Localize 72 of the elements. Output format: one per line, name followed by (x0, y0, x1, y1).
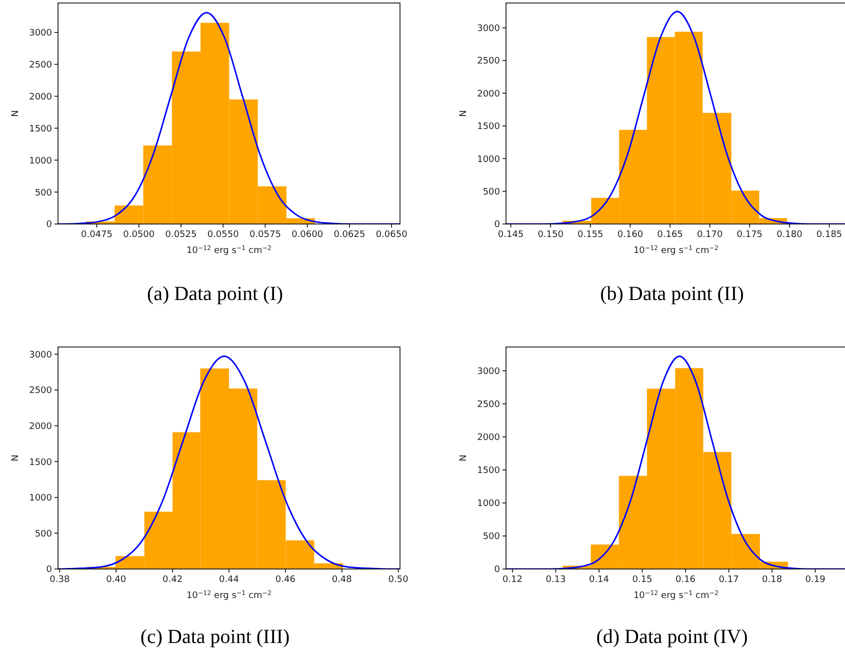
y-tick-label: 1000 (477, 154, 500, 165)
y-tick-label: 0 (494, 220, 500, 230)
y-tick-label: 0 (494, 565, 500, 576)
x-tick-label: 0.38 (50, 575, 70, 585)
x-tick-label: 0.0650 (376, 230, 408, 240)
x-axis-title: 10$^{−12}$ erg s$^{−1}$ cm$^{−2}$ (633, 244, 719, 256)
x-tick-label: 0.15 (632, 575, 652, 585)
x-tick-label: 0.160 (617, 230, 644, 240)
y-tick-label: 3000 (477, 366, 500, 377)
x-tick-label: 0.0625 (334, 230, 366, 240)
y-tick-label: 2000 (29, 92, 52, 102)
x-tick-label: 0.16 (675, 575, 696, 585)
y-tick-label: 0 (46, 220, 52, 230)
x-tick-label: 0.14 (588, 575, 610, 585)
y-tick-label: 2000 (477, 433, 500, 444)
y-axis-title: N (11, 110, 21, 117)
x-tick-label: 0.0600 (292, 230, 324, 240)
y-tick-label: 3000 (29, 350, 52, 360)
x-tick-label: 0.150 (538, 230, 564, 240)
y-tick-label: 2000 (477, 89, 500, 100)
x-tick-label: 0.19 (805, 575, 826, 585)
x-tick-label: 0.48 (332, 575, 352, 585)
x-axis-title: 10$^{−12}$ erg s$^{−1}$ cm$^{−2}$ (186, 590, 272, 601)
x-tick-label: 0.185 (816, 230, 842, 240)
y-tick-label: 1500 (477, 466, 500, 476)
y-tick-label: 2000 (29, 422, 52, 432)
y-tick-label: 1500 (29, 124, 52, 134)
x-tick-label: 0.50 (388, 575, 409, 585)
x-tick-label: 0.170 (696, 230, 723, 240)
y-tick-label: 2500 (29, 386, 52, 396)
text: (b) Data point (II) (600, 283, 744, 305)
y-tick-label: 500 (482, 188, 500, 198)
y-axis-title: N (11, 454, 21, 462)
y-tick-label: 2500 (477, 56, 500, 67)
x-tick-label: 0.17 (718, 575, 739, 585)
y-tick-label: 1000 (29, 156, 52, 166)
x-tick-label: 0.46 (275, 575, 296, 585)
y-axis-title: N (459, 110, 469, 117)
x-axis-title: 10$^{−12}$ erg s$^{−1}$ cm$^{−2}$ (633, 590, 719, 601)
x-tick-label: 0.40 (106, 575, 126, 585)
x-tick-label: 0.44 (218, 575, 240, 585)
x-tick-label: 0.13 (546, 575, 566, 585)
x-tick-label: 0.165 (657, 230, 683, 240)
text: (c) Data point (III) (140, 626, 290, 648)
text: (a) Data point (I) (146, 283, 284, 305)
y-tick-label: 500 (482, 532, 500, 542)
x-tick-label: 0.0475 (81, 230, 112, 240)
x-tick-label: 0.18 (762, 575, 782, 585)
x-tick-label: 0.12 (502, 575, 523, 585)
y-tick-label: 500 (34, 529, 52, 540)
x-tick-label: 0.0550 (207, 230, 240, 240)
text: (d) Data point (IV) (596, 626, 748, 648)
y-axis-title: N (459, 454, 469, 462)
y-tick-label: 1500 (29, 458, 52, 468)
x-tick-label: 0.0500 (123, 230, 155, 240)
y-tick-label: 1000 (29, 494, 52, 504)
x-axis-title: 10$^{−12}$ erg s$^{−1}$ cm$^{−2}$ (186, 244, 272, 256)
x-tick-label: 0.145 (498, 230, 524, 240)
x-tick-label: 0.155 (578, 230, 604, 240)
x-tick-label: 0.175 (736, 230, 763, 240)
x-tick-label: 0.0575 (249, 230, 281, 240)
x-tick-label: 0.0525 (165, 230, 197, 240)
y-tick-label: 0 (46, 565, 52, 576)
y-tick-label: 1500 (477, 122, 500, 132)
y-tick-label: 2500 (477, 400, 500, 410)
y-tick-label: 1000 (477, 499, 500, 510)
y-tick-label: 3000 (477, 24, 500, 34)
x-tick-label: 0.42 (162, 575, 183, 585)
x-tick-label: 0.180 (776, 230, 803, 240)
y-tick-label: 3000 (29, 28, 52, 39)
y-tick-label: 2500 (29, 60, 52, 71)
y-tick-label: 500 (34, 188, 52, 198)
